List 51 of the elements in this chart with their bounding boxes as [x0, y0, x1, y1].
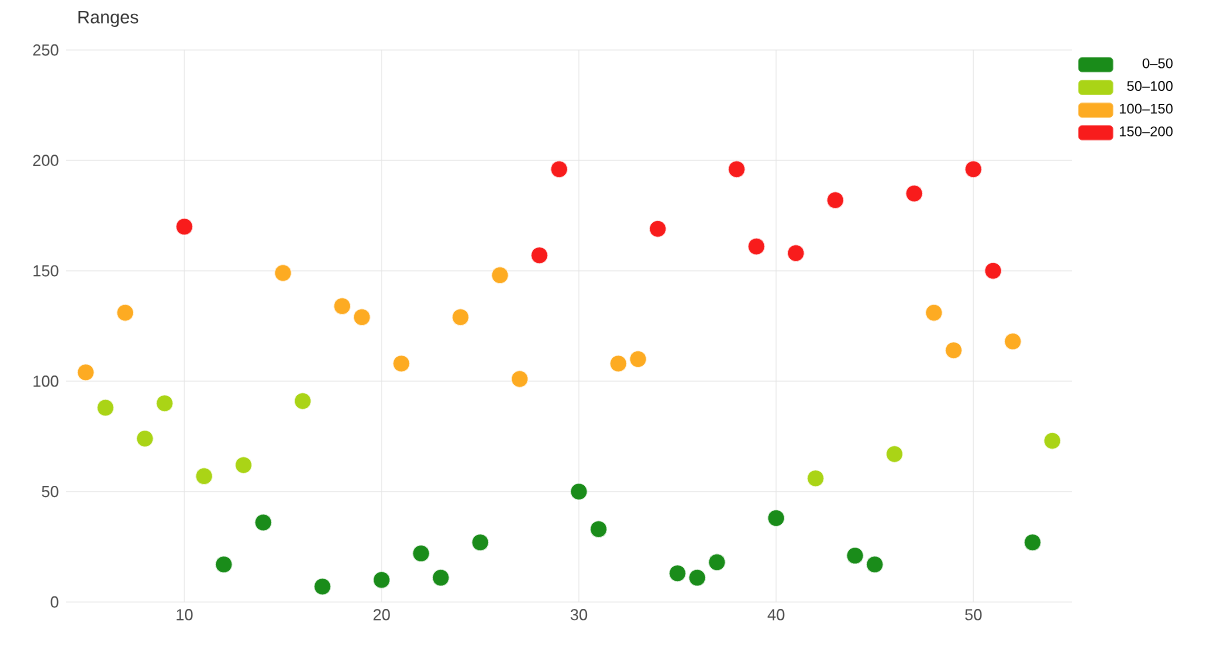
point [333, 297, 351, 315]
point [195, 467, 213, 485]
point [846, 546, 864, 565]
point [1004, 332, 1022, 351]
point [688, 568, 707, 587]
point [372, 571, 391, 589]
point [767, 509, 785, 527]
point [215, 555, 233, 574]
point [747, 237, 766, 256]
point [865, 555, 884, 574]
point [116, 303, 134, 322]
point [451, 308, 470, 326]
point [313, 577, 332, 596]
point [274, 264, 292, 282]
point [96, 398, 115, 417]
point [254, 513, 273, 532]
point [155, 394, 174, 413]
point [570, 482, 588, 501]
point [964, 160, 983, 179]
point [648, 220, 667, 238]
point [530, 246, 549, 265]
point [609, 354, 628, 373]
point [1043, 432, 1062, 450]
point [431, 568, 450, 587]
point [806, 469, 825, 488]
point [550, 160, 568, 179]
point [293, 392, 312, 410]
point [668, 564, 687, 583]
point [471, 533, 490, 552]
point [136, 429, 154, 448]
point [905, 184, 923, 203]
point [629, 350, 647, 368]
chart-title: Ranges [78, 10, 139, 27]
point [234, 456, 253, 474]
point [925, 303, 943, 322]
point [826, 191, 845, 209]
point [727, 160, 746, 179]
point [787, 244, 805, 262]
point [510, 370, 529, 388]
point [353, 308, 371, 326]
point [76, 363, 95, 382]
point [1023, 533, 1042, 552]
point [885, 445, 904, 463]
point [491, 266, 509, 285]
point [984, 262, 1002, 280]
point [175, 217, 194, 236]
point [412, 544, 430, 563]
point [392, 354, 411, 373]
point [708, 553, 726, 572]
point [944, 341, 963, 360]
point [589, 520, 608, 538]
